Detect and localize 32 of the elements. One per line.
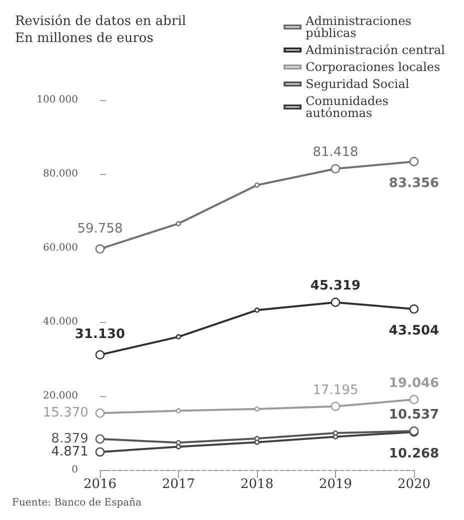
legend-label: Administraciones públicas [304, 14, 416, 40]
data-label: 83.356 [388, 176, 440, 192]
data-label: 4.871 [51, 444, 88, 460]
legend-label: Corporaciones locales [306, 60, 440, 74]
data-label: 81.418 [312, 145, 358, 160]
y-tick-label: 100 000 [36, 94, 78, 106]
chart-title: Revisión de datos en abril [15, 14, 186, 29]
chart-subtitle: En millones de euros [15, 31, 154, 46]
y-tick-label: 80.000 [43, 168, 78, 180]
data-label: 8.379 [51, 432, 88, 446]
data-label: 19.046 [388, 376, 440, 391]
x-tick-label: 2018 [240, 477, 274, 492]
y-tick-label: 0 [72, 464, 78, 476]
y-tick-label: 40.000 [43, 316, 78, 328]
data-label: 15.370 [42, 406, 88, 421]
legend-label: Seguridad Social [306, 77, 410, 91]
y-tick-label: 60.000 [43, 242, 78, 254]
x-tick-label: 2019 [318, 477, 352, 492]
data-label: 59.758 [77, 221, 123, 236]
data-label: 31.130 [74, 327, 126, 342]
source-note: Fuente: Banco de España [12, 498, 142, 508]
data-label: 45.319 [310, 278, 361, 294]
x-tick-label: 2020 [397, 477, 431, 492]
data-label: 43.504 [388, 324, 440, 339]
legend-label: Comunidades autónomas [306, 94, 392, 120]
y-tick-label: 20.000 [43, 390, 78, 402]
legend-label: Administración central [304, 43, 446, 57]
x-tick-label: 2017 [162, 477, 196, 492]
x-tick-label: 2016 [83, 477, 117, 492]
data-label: 10.268 [388, 446, 440, 462]
data-label: 10.537 [388, 407, 440, 422]
data-label: 17.195 [312, 382, 358, 398]
